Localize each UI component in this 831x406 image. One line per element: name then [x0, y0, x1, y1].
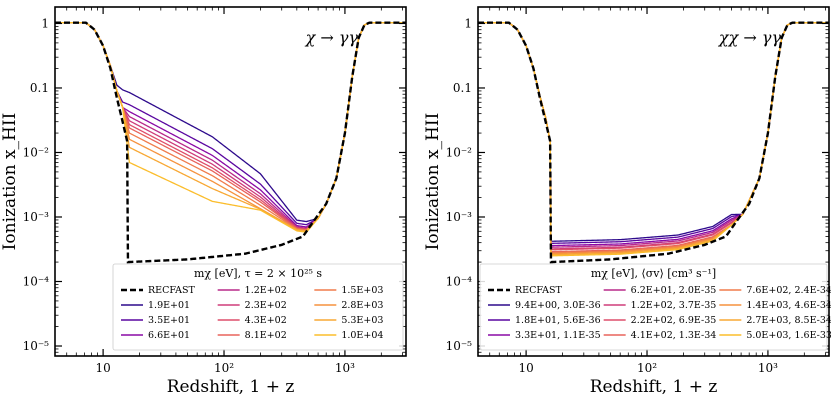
x-tick-label: 10²	[214, 361, 234, 375]
series-line-5-3e-03	[55, 21, 406, 232]
series-group	[55, 21, 406, 264]
series-line-1-0e-04	[55, 21, 406, 233]
legend-entry-label: 1.9E+01	[148, 300, 190, 311]
legend-title: mχ [eV], τ = 2 × 10²⁵ s	[194, 267, 322, 280]
x-axis-label: Redshift, 1 + z	[167, 377, 295, 397]
x-tick-label: 10²	[637, 361, 657, 375]
recfast-line	[478, 21, 829, 264]
y-tick-label: 10⁻³	[23, 210, 50, 224]
legend-entry-label: 1.2E+02, 3.7E-35	[631, 300, 717, 311]
series-line-3-3e-01-1-1e-35	[478, 21, 829, 247]
plot-frame	[54, 6, 407, 357]
series-line-8-1e-02	[55, 21, 406, 231]
series-line-2-3e-02	[55, 21, 406, 230]
process-annotation: χ → γγ	[305, 28, 359, 47]
x-tick-label: 10	[95, 361, 110, 375]
y-tick-label: 10⁻⁴	[446, 274, 473, 288]
legend-entry-label: 6.2E+01, 2.0E-35	[631, 285, 717, 296]
series-line-2-8e-03	[55, 21, 406, 232]
plot-frame	[477, 6, 830, 357]
y-tick-label: 0.1	[30, 81, 49, 95]
legend-entry-label: 1.8E+01, 5.6E-36	[515, 315, 601, 326]
series-line-6-2e-01-2-0e-35	[478, 21, 829, 248]
x-tick-label: 10³	[758, 361, 778, 375]
legend-entry-label: 4.3E+02	[245, 315, 287, 326]
legend-entry-label: 2.7E+03, 8.5E-34	[746, 315, 831, 326]
legend-entry-label: 4.1E+02, 1.3E-34	[631, 330, 717, 341]
series-line-1-8e-01-5-6e-36	[478, 21, 829, 245]
panel-right: 1 0.1 10⁻² 10⁻³ 10⁻⁴ 10⁻⁵ 10 10² 10³ Ionization x…	[423, 6, 831, 397]
legend-entry-label: 7.6E+02, 2.4E-34	[746, 285, 831, 296]
legend-entry-label: 3.3E+01, 1.1E-35	[515, 330, 601, 341]
series-line-1-2e-02	[55, 21, 406, 229]
y-tick-label: 10⁻⁵	[446, 339, 473, 353]
process-annotation: χχ → γγ	[718, 28, 782, 47]
y-axis-label: Ionization x_HII	[0, 113, 20, 251]
legend-entry-label: 2.2E+02, 6.9E-35	[631, 315, 717, 326]
series-line-1-2e-02-3-7e-35	[478, 21, 829, 250]
y-tick-label: 1	[464, 16, 472, 30]
recfast-line	[55, 21, 406, 264]
y-axis-label: Ionization x_HII	[423, 113, 443, 251]
legend-entry-label: 2.8E+03	[341, 300, 383, 311]
panel-left: 1 0.1 10⁻² 10⁻³ 10⁻⁴ 10⁻⁵ 10 10² 10³ Ionization x…	[0, 6, 407, 397]
x-tick-label: 10³	[335, 361, 355, 375]
y-tick-label: 0.1	[453, 81, 472, 95]
y-tick-label: 10⁻³	[446, 210, 473, 224]
legend-entry-label: 1.0E+04	[341, 330, 383, 341]
legend-box	[112, 263, 404, 351]
legend-entry-label: RECFAST	[148, 285, 195, 296]
x-axis-label: Redshift, 1 + z	[590, 377, 718, 397]
legend-entry-label: 9.4E+00, 3.0E-36	[515, 300, 601, 311]
legend-entry-label: 6.6E+01	[148, 330, 190, 341]
legend-entry-label: 5.0E+03, 1.6E-33	[746, 330, 831, 341]
x-tick-label: 10	[518, 361, 533, 375]
y-tick-label: 10⁻⁵	[23, 339, 50, 353]
y-tick-label: 10⁻⁴	[23, 274, 50, 288]
legend-entry-label: 8.1E+02	[245, 330, 287, 341]
legend-entry-label: 2.3E+02	[245, 300, 287, 311]
series-line-9-4e-00-3-0e-36	[478, 21, 829, 242]
y-tick-label: 10⁻²	[446, 145, 473, 159]
legend-entry-label: 5.3E+03	[341, 315, 383, 326]
y-tick-label: 10⁻²	[23, 145, 50, 159]
legend-entry-label: RECFAST	[515, 285, 562, 296]
legend-box	[479, 263, 828, 351]
legend-entry-label: 1.4E+03, 4.6E-34	[746, 300, 831, 311]
series-line-1-5e-03	[55, 21, 406, 232]
legend-entry-label: 3.5E+01	[148, 315, 190, 326]
series-group	[478, 21, 829, 264]
series-line-4-3e-02	[55, 21, 406, 231]
y-tick-label: 1	[41, 16, 49, 30]
legend-entry-label: 1.5E+03	[341, 285, 383, 296]
legend-title: mχ [eV], ⟨σv⟩ [cm³ s⁻¹]	[591, 267, 716, 280]
series-line-3-5e-01	[55, 21, 406, 226]
legend-entry-label: 1.2E+02	[245, 285, 287, 296]
